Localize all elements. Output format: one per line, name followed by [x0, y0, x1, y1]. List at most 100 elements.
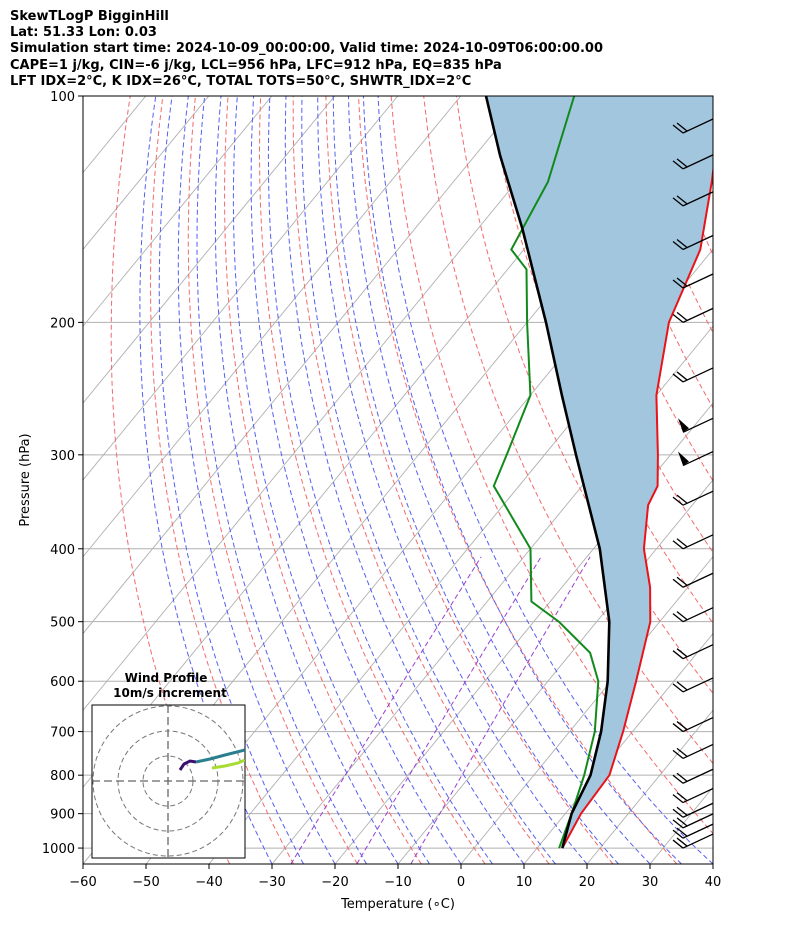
isotherm-line — [83, 96, 525, 635]
wind-barb-flag — [676, 122, 688, 132]
wind-barb-staff — [682, 417, 714, 433]
title-line-3: Simulation start time: 2024-10-09_00:00:… — [10, 41, 603, 56]
wind-barb-staff — [682, 273, 714, 289]
wind-barb-flag — [672, 613, 684, 623]
y-tick-label: 700 — [50, 726, 75, 741]
wind-barb-flag — [672, 540, 684, 550]
wind-barb-flag — [672, 794, 684, 804]
dry-adiabat — [717, 96, 794, 864]
wind-barb-flag — [672, 839, 684, 849]
wind-barb-flag — [676, 239, 688, 249]
wind-barb — [672, 743, 714, 760]
y-axis: 100 200 300 400 500 600 700 800 900 1000 — [42, 90, 83, 857]
wind-barb-staff — [682, 572, 714, 588]
x-tick-label: 20 — [579, 875, 596, 890]
wind-barb-staff — [682, 743, 714, 760]
moist-adiabat — [158, 96, 304, 864]
moist-adiabat — [317, 96, 588, 864]
dry-adiabat — [187, 96, 358, 864]
wind-barb-staff — [682, 367, 714, 383]
wind-barb — [672, 823, 714, 839]
wind-barb-flag — [676, 158, 688, 168]
moist-adiabat — [232, 96, 430, 864]
x-tick-label: 10 — [516, 875, 533, 890]
dry-adiabat — [258, 96, 486, 864]
wind-barb — [672, 813, 714, 829]
wind-barb-staff — [682, 118, 714, 134]
wind-barb-flag — [676, 827, 688, 837]
wind-barb — [672, 534, 714, 550]
isotherm-line — [586, 709, 713, 864]
dry-adiabat — [325, 96, 614, 864]
wind-barb-flag — [676, 311, 688, 321]
title-line-5: LFT IDX=2°C, K IDX=26°C, TOTAL TOTS=50°C… — [10, 74, 472, 89]
wind-barb-staff — [682, 154, 714, 170]
title-line-1: SkewTLogP BigginHill — [10, 9, 169, 24]
wind-barb-flag — [676, 747, 688, 757]
wind-barb-staff — [682, 450, 714, 467]
moist-adiabat — [177, 96, 336, 864]
wind-barb-flag — [676, 611, 688, 621]
wind-barb-flag — [672, 313, 684, 323]
wind-barbs — [672, 118, 714, 849]
moist-adiabat — [362, 96, 682, 864]
wind-barb-staff — [682, 234, 714, 251]
wind-barb-flag — [676, 195, 688, 205]
hodograph-trace — [195, 748, 245, 764]
isotherm-line — [523, 632, 713, 864]
dry-adiabat — [358, 96, 678, 864]
hodograph-trace — [211, 758, 245, 770]
wind-barb-staff — [682, 607, 714, 623]
wind-barb — [672, 716, 714, 733]
wind-barb-flag — [672, 496, 684, 506]
y-axis-label: Pressure (hPa) — [18, 433, 33, 526]
wind-barb-staff — [682, 716, 714, 733]
wind-barb-staff — [682, 768, 714, 784]
x-tick-label: −50 — [132, 875, 159, 890]
wind-barb-staff — [682, 644, 714, 660]
y-tick-label: 1000 — [42, 842, 75, 857]
wind-barb-flag — [676, 576, 688, 586]
wind-barb-flag — [676, 277, 688, 287]
wind-barb-pennant — [678, 451, 689, 466]
wind-barb-pennant — [678, 418, 689, 433]
wind-barb-flag — [676, 721, 688, 731]
mixing-ratio-line — [290, 556, 482, 864]
isotherm-line — [83, 96, 588, 712]
wind-barb-staff — [682, 534, 714, 550]
isotherm-line — [83, 96, 336, 404]
wind-barb — [672, 234, 714, 251]
wind-barb — [672, 273, 714, 289]
wind-barb — [678, 450, 714, 467]
isotherm-line — [83, 96, 210, 251]
isotherm-line — [83, 96, 84, 97]
wind-barb-flag — [672, 749, 684, 759]
parcel-line — [484, 96, 611, 849]
wind-barb-staff — [682, 307, 714, 323]
wind-barb-flag — [672, 723, 684, 733]
title-line-2: Lat: 51.33 Lon: 0.03 — [10, 25, 157, 40]
isotherm-line — [83, 96, 399, 481]
wind-barb-flag — [676, 792, 688, 802]
wind-barb-flag — [672, 774, 684, 784]
wind-barb-flag — [672, 197, 684, 207]
wind-barb-flag — [676, 772, 688, 782]
wind-barb — [672, 787, 714, 804]
wind-barb — [672, 677, 714, 693]
isotherm-line — [83, 96, 273, 327]
isotherm-line — [83, 96, 462, 558]
wind-barb-staff — [682, 833, 714, 849]
wind-barb-staff — [682, 813, 714, 829]
inset-subtitle: 10m/s increment — [113, 686, 227, 700]
wind-barb-staff — [682, 787, 714, 804]
mixing-ratio-line — [356, 556, 542, 864]
wind-barb — [672, 191, 714, 207]
x-axis-label: Temperature (∘C) — [340, 897, 455, 912]
wind-barb-staff — [682, 490, 714, 506]
y-tick-label: 900 — [50, 808, 75, 823]
moist-adiabat — [250, 96, 462, 864]
wind-barb-flag — [672, 160, 684, 170]
temperature-line — [561, 164, 713, 849]
wind-profile-inset: Wind Profile 10m/s increment — [91, 671, 246, 859]
